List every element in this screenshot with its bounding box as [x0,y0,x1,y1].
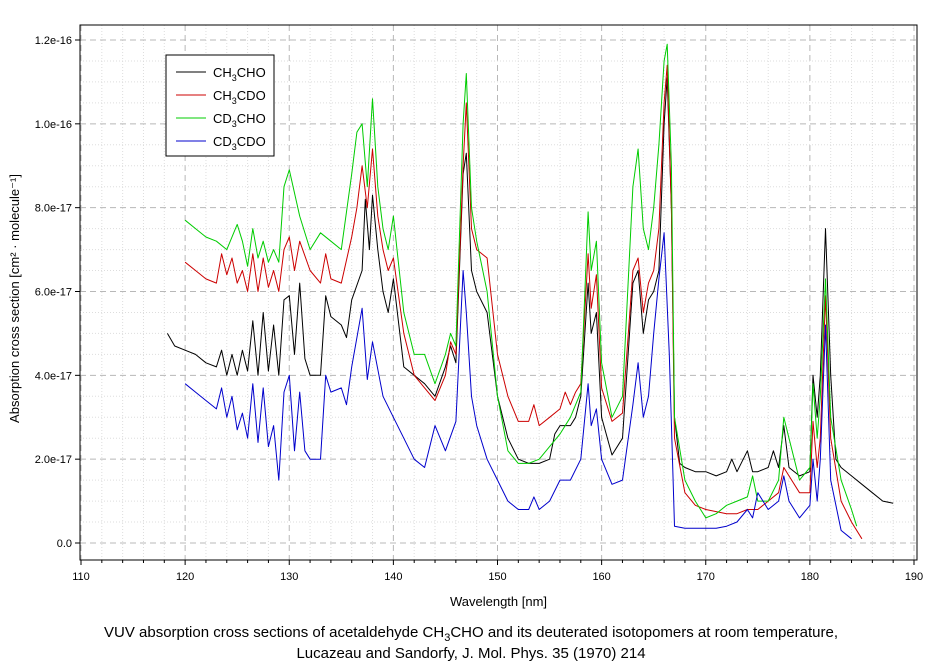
plot-frame [79,24,918,561]
legend-label: CH3CDO [213,88,266,106]
axis-ticks: 110 120 130 140 150 160 170 180 190 0.0 2.0e-17 4.0… [35,35,923,583]
series-line-ch3cho [166,77,894,504]
legend-label: CH3CHO [213,65,266,83]
series-line-cd3cdo [184,232,852,540]
x-axis-title: Wavelength [nm] [450,594,547,609]
y-tick-label: 1.0e-16 [35,119,72,131]
y-tick-label: 6.0e-17 [35,287,72,299]
x-tick-label: 140 [384,571,402,583]
legend: CH3CHO CH3CDO CD3CHO CD3CDO [165,54,275,157]
legend-label: CD3CDO [213,134,266,152]
caption-line-1: VUV absorption cross sections of acetald… [104,624,838,644]
series-lines [166,43,894,540]
y-tick-label: 2.0e-17 [35,454,72,466]
x-tick-label: 170 [697,571,715,583]
y-tick-label: 4.0e-17 [35,370,72,382]
x-tick-label: 160 [592,571,610,583]
legend-label: CD3CHO [213,111,266,129]
caption-line-2: Lucazeau and Sandorfy, J. Mol. Phys. 35 … [296,645,646,662]
x-tick-label: 180 [801,571,819,583]
x-tick-label: 150 [488,571,506,583]
series-line-ch3cdo [184,64,863,540]
x-tick-label: 190 [905,571,923,583]
y-tick-label: 8.0e-17 [35,203,72,215]
x-tick-label: 120 [176,571,194,583]
series-line-cd3cho [184,43,858,527]
y-axis-title: Absorption cross section [cm² · molecule… [7,174,22,423]
y-tick-label: 0.0 [57,538,72,550]
x-tick-label: 130 [280,571,298,583]
x-tick-label: 110 [72,571,90,583]
y-tick-label: 1.2e-16 [35,35,72,47]
